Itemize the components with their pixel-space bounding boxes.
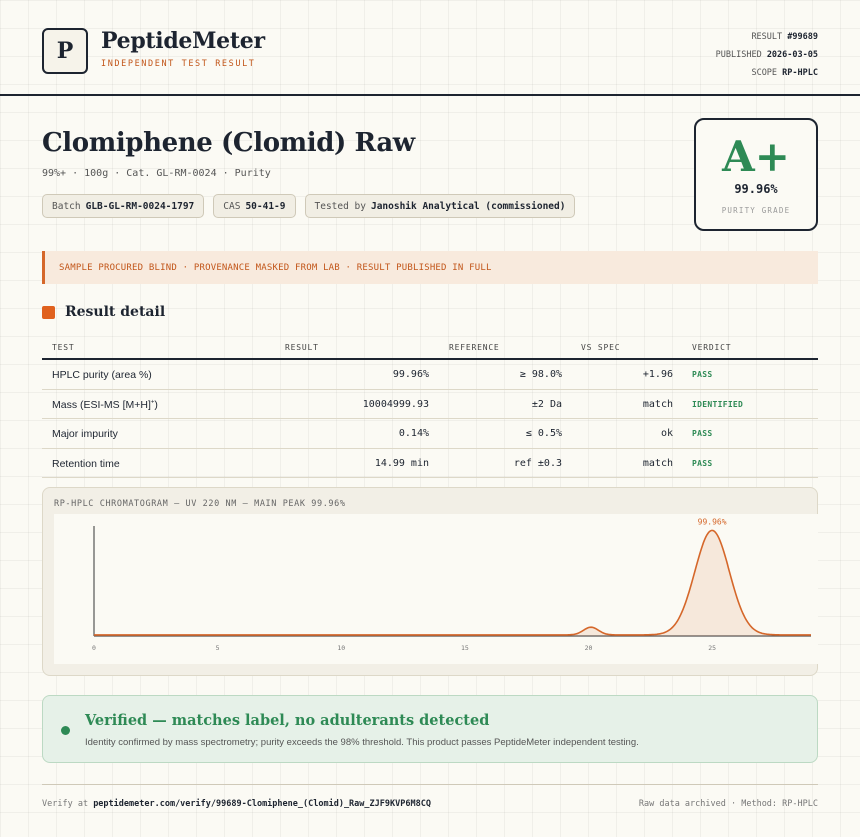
brand-tagline: INDEPENDENT TEST RESULT bbox=[101, 59, 256, 69]
cas-chip: CAS 50-41-9 bbox=[213, 194, 296, 218]
product-title: Clomiphene (Clomid) Raw bbox=[42, 128, 415, 158]
section-header: Result detail bbox=[42, 304, 165, 320]
product-chips: Batch GLB-GL-RM-0024-1797 CAS 50-41-9 Test… bbox=[42, 194, 576, 218]
table-row: Major impurity 0.14% ≤ 0.5% ok PASS bbox=[42, 419, 818, 449]
report-header: P PeptideMeter INDEPENDENT TEST RESULT R… bbox=[0, 0, 860, 96]
header-result: RESULT bbox=[285, 343, 319, 352]
procurement-notice: SAMPLE PROCURED BLIND · PROVENANCE MASKE… bbox=[42, 251, 818, 284]
cell-vs-spec: match bbox=[642, 398, 673, 410]
chromatogram-card: RP-HPLC CHROMATOGRAM — UV 220 NM — MAIN … bbox=[42, 487, 840, 676]
footer-verify: Verify at peptidemeter.com/verify/99689-… bbox=[42, 799, 431, 809]
brand-name: PeptideMeter bbox=[101, 28, 265, 54]
section-marker-icon bbox=[42, 305, 55, 319]
cell-verdict: IDENTIFIED bbox=[692, 399, 744, 409]
cell-reference: ≥ 98.0% bbox=[519, 369, 562, 380]
cell-test: Mass (ESI-MS [M+H]+) bbox=[52, 398, 158, 411]
verified-banner: Verified — matches label, no adulterants… bbox=[42, 695, 818, 763]
cell-vs-spec: match bbox=[642, 457, 673, 469]
cell-test: HPLC purity (area %) bbox=[52, 369, 152, 381]
x-tick-label: 10 bbox=[337, 644, 345, 652]
cell-verdict: PASS bbox=[692, 370, 713, 379]
batch-chip: Batch GLB-GL-RM-0024-1797 bbox=[42, 194, 205, 218]
grade-card: A+ 99.96% PURITY GRADE bbox=[694, 118, 818, 231]
chromatogram-chart: 99.96%051015202530 bbox=[92, 517, 840, 652]
peak-fill bbox=[94, 530, 811, 636]
grade-label: PURITY GRADE bbox=[721, 206, 791, 215]
table-row: Retention time 14.99 min ref ±0.3 match … bbox=[42, 449, 818, 478]
cell-verdict: PASS bbox=[692, 429, 713, 438]
footer-note: Raw data archived · Method: RP-HPLC bbox=[638, 799, 818, 809]
section-title: Result detail bbox=[65, 304, 166, 320]
grade-value: 99.96% bbox=[734, 182, 778, 196]
cell-reference: ≤ 0.5% bbox=[525, 428, 562, 439]
table-row: HPLC purity (area %) 99.96% ≥ 98.0% +1.9… bbox=[42, 360, 818, 390]
verified-text: Identity confirmed by mass spectrometry;… bbox=[85, 737, 639, 748]
cell-result: 10004999.93 bbox=[362, 398, 429, 410]
x-tick-label: 20 bbox=[585, 644, 593, 652]
status-dot-icon bbox=[61, 726, 70, 735]
chromatogram-line bbox=[94, 529, 811, 636]
x-tick-label: 25 bbox=[708, 644, 716, 652]
cell-test: Major impurity bbox=[52, 428, 118, 440]
cell-vs-spec: +1.96 bbox=[642, 369, 673, 380]
tested-by-chip: Tested by Janoshik Analytical (commission… bbox=[304, 194, 576, 218]
header-verdict: VERDICT bbox=[692, 343, 732, 352]
table-header: TEST RESULT REFERENCE VS SPEC VERDICT bbox=[42, 338, 818, 360]
chart-title: RP-HPLC CHROMATOGRAM — UV 220 NM — MAIN … bbox=[54, 499, 346, 509]
cell-vs-spec: ok bbox=[660, 428, 673, 439]
footer-divider bbox=[42, 784, 818, 785]
report-meta: RESULT #99689 PUBLISHED 2026-03-05 SCOPE… bbox=[716, 28, 818, 82]
meta-published: PUBLISHED 2026-03-05 bbox=[715, 50, 818, 60]
results-table: TEST RESULT REFERENCE VS SPEC VERDICT HP… bbox=[42, 338, 818, 478]
cell-result: 0.14% bbox=[398, 428, 429, 439]
verify-link[interactable]: peptidemeter.com/verify/99689-Clomiphene… bbox=[93, 799, 431, 809]
header-reference: REFERENCE bbox=[449, 343, 500, 352]
x-tick-label: 0 bbox=[92, 644, 96, 652]
cell-reference: ref ±0.3 bbox=[513, 457, 562, 469]
cell-verdict: PASS bbox=[692, 458, 713, 468]
verified-title: Verified — matches label, no adulterants… bbox=[85, 712, 490, 729]
meta-scope: SCOPE RP-HPLC bbox=[751, 68, 818, 78]
cell-reference: ±2 Da bbox=[531, 398, 562, 410]
table-row: Mass (ESI-MS [M+H]+) 10004999.93 ±2 Da m… bbox=[42, 390, 818, 419]
product-subline: 99%+ · 100g · Cat. GL-RM-0024 · Purity bbox=[42, 168, 271, 179]
x-tick-label: 5 bbox=[216, 644, 220, 652]
grade-letter: A+ bbox=[722, 132, 790, 181]
cell-test: Retention time bbox=[52, 457, 120, 470]
meta-result: RESULT #99689 bbox=[751, 32, 818, 42]
cell-result: 99.96% bbox=[392, 369, 429, 380]
cell-result: 14.99 min bbox=[374, 457, 429, 469]
peak-label: 99.96% bbox=[698, 517, 727, 526]
x-tick-label: 15 bbox=[461, 644, 469, 652]
header-test: TEST bbox=[52, 343, 75, 352]
logo-icon: P bbox=[42, 28, 88, 74]
header-vs-spec: VS SPEC bbox=[581, 343, 621, 352]
chart-area: 99.96%051015202530 bbox=[54, 514, 840, 664]
